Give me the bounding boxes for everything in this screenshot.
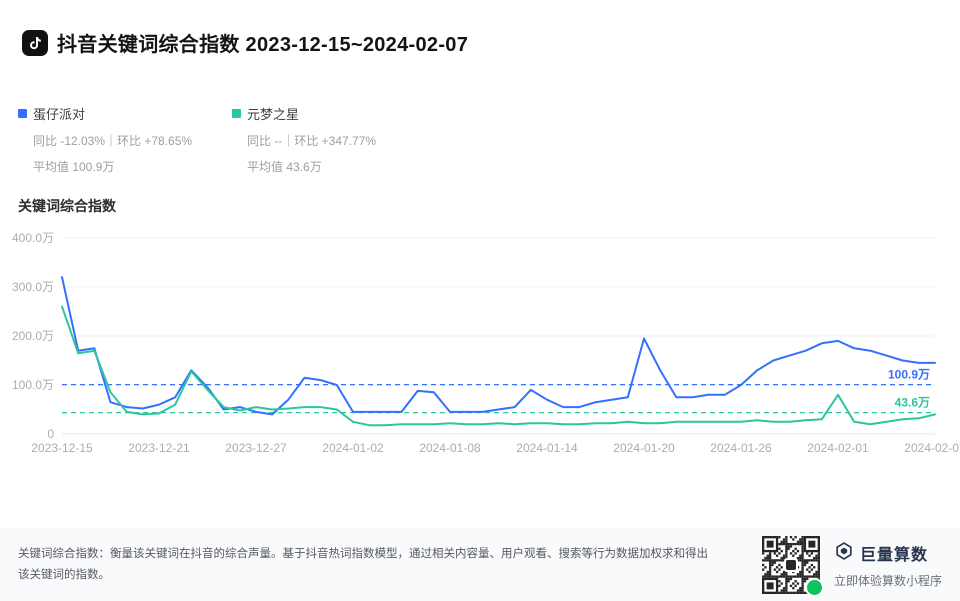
footer: 关键词综合指数：衡量该关键词在抖音的综合声量。基于抖音热词指数模型，通过相关内容… xyxy=(0,528,960,601)
series-yoy-mom: 同比 -12.03%｜环比 +78.65% xyxy=(33,134,193,148)
legend-item-yuanmengzhixing[interactable]: 元梦之星 同比 --｜环比 +347.77% 平均值 43.6万 xyxy=(232,104,446,175)
svg-text:2024-02-01: 2024-02-01 xyxy=(807,441,869,455)
wechat-miniprogram-badge-icon xyxy=(804,577,824,597)
svg-text:2024-02-07: 2024-02-07 xyxy=(904,441,960,455)
legend-head: 元梦之星 xyxy=(232,104,446,123)
svg-text:300.0万: 300.0万 xyxy=(12,280,54,294)
brand-row: 巨量算数 xyxy=(834,541,942,566)
header: 抖音关键词综合指数 2023-12-15~2024-02-07 xyxy=(22,28,468,57)
svg-text:2024-01-26: 2024-01-26 xyxy=(710,441,772,455)
series-average: 平均值 100.9万 xyxy=(33,160,115,174)
page-title: 抖音关键词综合指数 2023-12-15~2024-02-07 xyxy=(57,34,469,56)
svg-text:2023-12-15: 2023-12-15 xyxy=(31,441,93,455)
legend-swatch xyxy=(18,109,27,118)
svg-text:2024-01-02: 2024-01-02 xyxy=(322,441,384,455)
chart-canvas[interactable]: 0 100.0万 200.0万 300.0万 400.0万 2023-12-15 2023-… xyxy=(0,222,960,472)
svg-text:100.9万: 100.9万 xyxy=(888,368,930,382)
series-yoy-mom: 同比 --｜环比 +347.77% xyxy=(247,134,377,148)
footer-description-line2: 该关键词的指数。 xyxy=(18,568,110,581)
series-name: 蛋仔派对 xyxy=(33,107,86,122)
qr-code-image xyxy=(761,535,820,594)
brand-name: 巨量算数 xyxy=(859,547,928,564)
qr-code xyxy=(761,535,824,597)
chart-title: 关键词综合指数 xyxy=(18,198,116,214)
juliang-suanshu-logo-icon xyxy=(834,541,854,566)
legend-item-danzaipaidui[interactable]: 蛋仔派对 同比 -12.03%｜环比 +78.65% 平均值 100.9万 xyxy=(18,104,232,175)
series-name: 元梦之星 xyxy=(247,107,300,122)
legend: 蛋仔派对 同比 -12.03%｜环比 +78.65% 平均值 100.9万 元梦… xyxy=(18,104,446,175)
svg-text:2023-12-27: 2023-12-27 xyxy=(225,441,287,455)
footer-description-line1: 关键词综合指数：衡量该关键词在抖音的综合声量。基于抖音热词指数模型，通过相关内容… xyxy=(18,547,708,560)
series-average: 平均值 43.6万 xyxy=(247,160,322,174)
legend-head: 蛋仔派对 xyxy=(18,104,232,123)
footer-description: 关键词综合指数：衡量该关键词在抖音的综合声量。基于抖音热词指数模型，通过相关内容… xyxy=(18,544,708,586)
svg-text:100.0万: 100.0万 xyxy=(12,378,54,392)
svg-text:2024-01-20: 2024-01-20 xyxy=(613,441,675,455)
svg-text:2024-01-08: 2024-01-08 xyxy=(419,441,481,455)
svg-text:200.0万: 200.0万 xyxy=(12,329,54,343)
brand-cta: 立即体验算数小程序 xyxy=(833,573,942,588)
footer-brand-area: 巨量算数 立即体验算数小程序 xyxy=(761,535,942,597)
keyword-index-line-chart[interactable]: 0 100.0万 200.0万 300.0万 400.0万 2023-12-15 2023-… xyxy=(0,222,960,472)
legend-swatch xyxy=(232,109,241,118)
svg-text:400.0万: 400.0万 xyxy=(12,231,54,245)
svg-text:2024-01-14: 2024-01-14 xyxy=(516,441,578,455)
svg-text:43.6万: 43.6万 xyxy=(895,396,930,410)
svg-text:2023-12-21: 2023-12-21 xyxy=(128,441,190,455)
svg-text:0: 0 xyxy=(47,427,54,441)
brand-column: 巨量算数 立即体验算数小程序 xyxy=(834,541,942,589)
douyin-logo-icon xyxy=(22,29,48,56)
